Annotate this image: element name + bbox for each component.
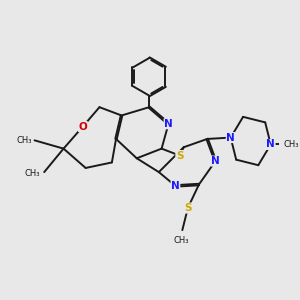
Text: N: N: [164, 119, 173, 129]
Text: S: S: [176, 151, 183, 160]
Text: CH₃: CH₃: [16, 136, 32, 145]
Text: N: N: [266, 140, 275, 149]
Text: S: S: [184, 203, 192, 213]
Text: CH₃: CH₃: [25, 169, 40, 178]
Text: N: N: [226, 133, 235, 142]
Text: CH₃: CH₃: [283, 140, 299, 149]
Text: O: O: [79, 122, 87, 131]
Text: N: N: [211, 156, 220, 166]
Text: N: N: [171, 181, 180, 191]
Text: CH₃: CH₃: [173, 236, 189, 244]
